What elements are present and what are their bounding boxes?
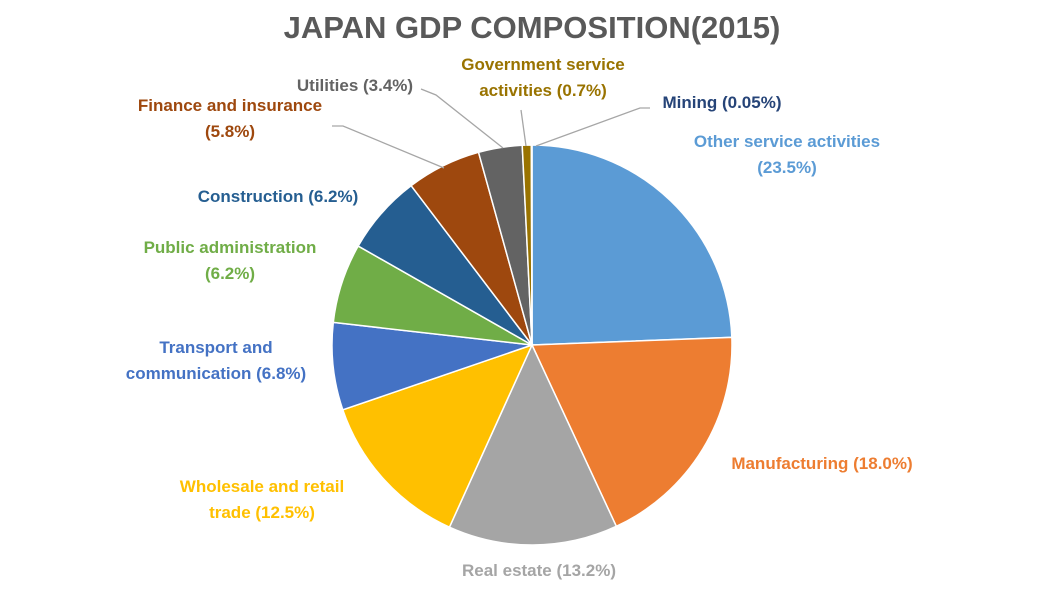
slice-label-manufacturing: Manufacturing (18.0%): [731, 454, 912, 473]
pie-slice-real-estate: [448, 343, 618, 546]
pie-slice-wholesale-and-retail-trade: [341, 343, 534, 529]
slice-label-line: Wholesale and retail: [180, 477, 344, 496]
leader-line-mining: [535, 107, 650, 147]
slice-label-mining: Mining (0.05%): [662, 93, 781, 112]
chart-title: JAPAN GDP COMPOSITION(2015): [284, 10, 781, 45]
slice-label-line: trade (12.5%): [209, 503, 315, 522]
pie-slice-other-service-activities: [531, 144, 733, 346]
slice-label-line: communication (6.8%): [126, 364, 306, 383]
leader-line-finance-and-insurance: [332, 125, 445, 169]
slice-label-line: (23.5%): [757, 158, 817, 177]
slice-label-line: activities (0.7%): [479, 81, 607, 100]
slice-label-public-administration: Public administration (6.2%): [144, 238, 317, 283]
slice-label-finance-and-insurance: Finance and insurance (5.8%): [138, 96, 322, 141]
slice-label-utilities: Utilities (3.4%): [297, 76, 413, 95]
slice-label-line: Other service activities: [694, 132, 880, 151]
slice-label-other-service-activities: Other service activities (23.5%): [694, 132, 880, 177]
pie-slice-mining: [530, 144, 533, 346]
leader-lines: [332, 88, 650, 169]
slice-label-line: Construction (6.2%): [198, 187, 359, 206]
slice-labels: Other service activities (23.5%) Manufactu…: [126, 55, 913, 580]
slice-label-transport-and-communication: Transport and communication (6.8%): [126, 338, 306, 383]
slice-label-line: Mining (0.05%): [662, 93, 781, 112]
slice-label-line: Public administration: [144, 238, 317, 257]
slice-label-line: Government service: [461, 55, 624, 74]
slice-label-line: Utilities (3.4%): [297, 76, 413, 95]
slice-label-line: (5.8%): [205, 122, 255, 141]
slice-label-line: Transport and: [159, 338, 272, 357]
pie-slices: [331, 144, 733, 546]
pie-slice-manufacturing: [530, 336, 733, 528]
leader-line-government-service-activities: [520, 109, 527, 147]
slice-label-wholesale-and-retail-trade: Wholesale and retail trade (12.5%): [180, 477, 344, 522]
slice-label-government-service-activities: Government service activities (0.7%): [461, 55, 624, 100]
slice-label-construction: Construction (6.2%): [198, 187, 359, 206]
slice-label-line: Real estate (13.2%): [462, 561, 616, 580]
slice-label-real-estate: Real estate (13.2%): [462, 561, 616, 580]
slice-label-line: Finance and insurance: [138, 96, 322, 115]
slice-label-line: (6.2%): [205, 264, 255, 283]
slice-label-line: Manufacturing (18.0%): [731, 454, 912, 473]
leader-line-utilities: [420, 88, 504, 149]
